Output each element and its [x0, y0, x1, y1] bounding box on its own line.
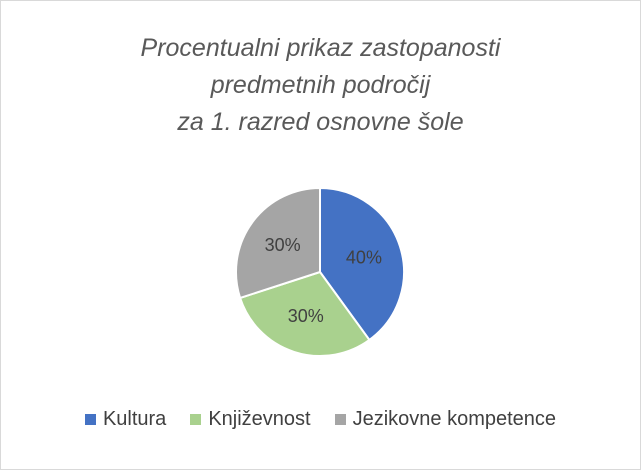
- data-label-jezikovne-kompetence: 30%: [265, 235, 301, 255]
- chart-title: Procentualni prikaz zastopanosti predmet…: [0, 30, 641, 141]
- chart-title-line-3: za 1. razred osnovne šole: [177, 108, 464, 136]
- pie-slice-knjizevnost: [238, 270, 371, 357]
- pie-slice-jezikovne-kompetence: [235, 186, 321, 300]
- legend-label-kultura: Kultura: [102, 408, 167, 430]
- pie-slice-kultura: [319, 186, 405, 342]
- legend-item-knjizevnost: Književnost: [190, 408, 311, 431]
- legend-label-knjizevnost: Književnost: [208, 408, 311, 430]
- data-label-kultura: 40%: [346, 248, 382, 268]
- legend-item-jezikovne-kompetence: Jezikovne kompetence: [334, 408, 557, 431]
- legend-item-kultura: Kultura: [84, 408, 167, 431]
- legend-swatch-kultura: [84, 414, 96, 425]
- data-label-knjizevnost: 30%: [288, 306, 324, 326]
- chart-title-line-1: Procentualni prikaz zastopanosti: [140, 34, 501, 62]
- legend-swatch-knjizevnost: [190, 414, 202, 425]
- legend-swatch-jezikovne-kompetence: [334, 414, 346, 425]
- chart-title-line-2: predmetnih področij: [210, 71, 431, 99]
- legend: Kultura Književnost Jezikovne kompetence: [0, 408, 641, 431]
- legend-label-jezikovne-kompetence: Jezikovne kompetence: [352, 408, 557, 430]
